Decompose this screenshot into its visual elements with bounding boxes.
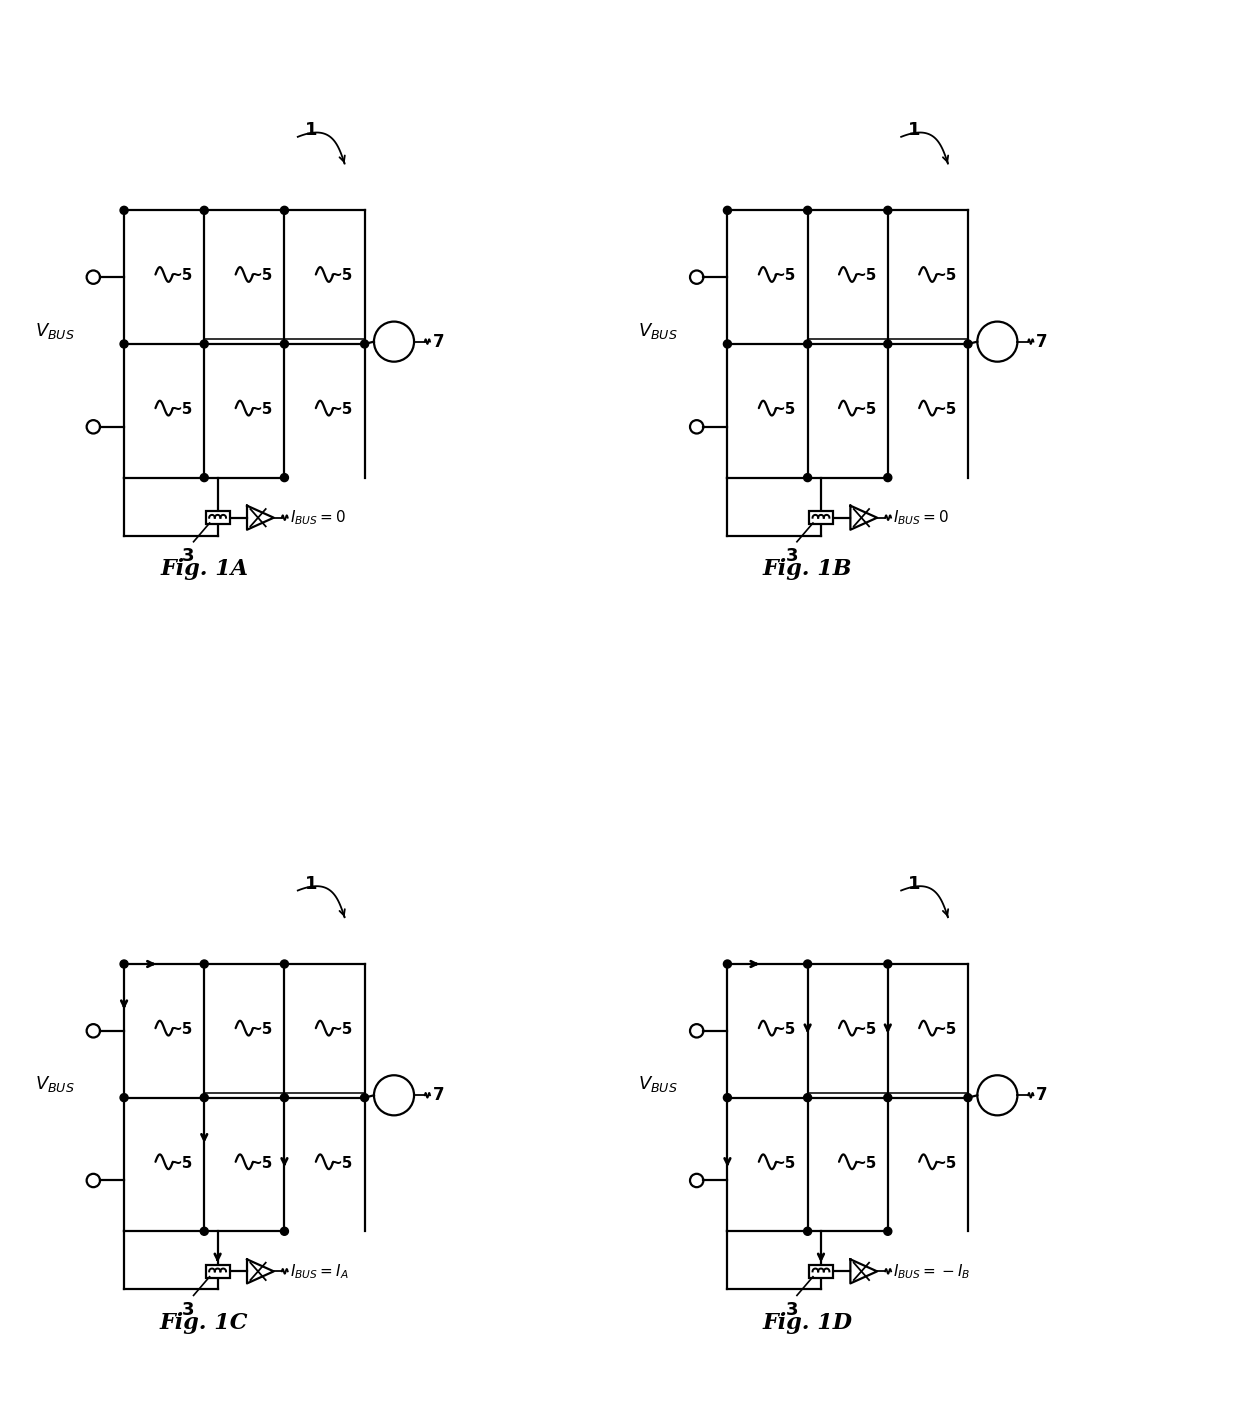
Text: ~5: ~5 [330, 1155, 353, 1171]
Text: ~5: ~5 [330, 401, 353, 417]
Circle shape [200, 1094, 208, 1101]
Circle shape [804, 474, 812, 481]
Text: $V_{BUS}$: $V_{BUS}$ [639, 1074, 678, 1094]
Circle shape [804, 206, 812, 214]
Circle shape [200, 206, 208, 214]
Text: ~5: ~5 [773, 1155, 796, 1171]
Circle shape [884, 474, 892, 481]
Text: Fig. 1B: Fig. 1B [763, 558, 852, 580]
Text: ~5: ~5 [934, 401, 956, 417]
Circle shape [280, 206, 289, 214]
Circle shape [963, 1094, 972, 1101]
Text: Fig. 1A: Fig. 1A [160, 558, 248, 580]
Text: ~5: ~5 [773, 401, 796, 417]
Circle shape [723, 206, 732, 214]
Circle shape [120, 1094, 128, 1101]
Text: ~5: ~5 [853, 268, 877, 283]
Text: ~5: ~5 [330, 268, 353, 283]
Text: ~5: ~5 [249, 401, 273, 417]
Circle shape [280, 340, 289, 348]
Circle shape [200, 960, 208, 968]
Text: 3: 3 [182, 547, 195, 565]
Circle shape [884, 960, 892, 968]
Circle shape [120, 206, 128, 214]
Bar [206, 511, 229, 524]
Text: ~5: ~5 [773, 268, 796, 283]
Circle shape [963, 340, 972, 348]
Bar [808, 1265, 833, 1278]
Text: 7: 7 [1037, 1087, 1048, 1104]
Circle shape [280, 474, 289, 481]
Text: ~5: ~5 [853, 1022, 877, 1037]
Circle shape [361, 1094, 368, 1101]
Text: $I_{BUS}=0$: $I_{BUS}=0$ [290, 508, 346, 527]
Text: 3: 3 [182, 1301, 195, 1319]
Bar [206, 1265, 229, 1278]
Text: ~5: ~5 [934, 1155, 956, 1171]
Circle shape [280, 1094, 289, 1101]
Text: $I_{BUS}=-I_B$: $I_{BUS}=-I_B$ [893, 1262, 971, 1281]
Circle shape [200, 340, 208, 348]
Text: $I_{BUS}=0$: $I_{BUS}=0$ [893, 508, 950, 527]
Text: Fig. 1D: Fig. 1D [763, 1312, 853, 1334]
Circle shape [884, 1227, 892, 1235]
Circle shape [804, 1094, 812, 1101]
Text: 1: 1 [305, 121, 317, 139]
Text: 1: 1 [305, 875, 317, 892]
Circle shape [280, 960, 289, 968]
Circle shape [884, 1094, 892, 1101]
Text: 1: 1 [908, 875, 920, 892]
Text: $V_{BUS}$: $V_{BUS}$ [639, 321, 678, 341]
Text: ~5: ~5 [934, 1022, 956, 1037]
Text: $V_{BUS}$: $V_{BUS}$ [35, 321, 74, 341]
Text: ~5: ~5 [170, 401, 193, 417]
Text: $I_{BUS}=I_A$: $I_{BUS}=I_A$ [290, 1262, 348, 1281]
Text: ~5: ~5 [853, 1155, 877, 1171]
Circle shape [120, 960, 128, 968]
Circle shape [804, 340, 812, 348]
Text: $V_{BUS}$: $V_{BUS}$ [35, 1074, 74, 1094]
Text: ~5: ~5 [330, 1022, 353, 1037]
Bar [808, 511, 833, 524]
Circle shape [723, 1094, 732, 1101]
Text: ~5: ~5 [249, 1022, 273, 1037]
Circle shape [804, 960, 812, 968]
Text: Fig. 1C: Fig. 1C [160, 1312, 248, 1334]
Text: ~5: ~5 [773, 1022, 796, 1037]
Circle shape [884, 340, 892, 348]
Circle shape [361, 340, 368, 348]
Circle shape [280, 1227, 289, 1235]
Circle shape [884, 206, 892, 214]
Text: 3: 3 [785, 1301, 797, 1319]
Circle shape [200, 1227, 208, 1235]
Circle shape [120, 340, 128, 348]
Text: ~5: ~5 [853, 401, 877, 417]
Circle shape [723, 960, 732, 968]
Text: 7: 7 [1037, 333, 1048, 351]
Text: 1: 1 [908, 121, 920, 139]
Text: 7: 7 [433, 333, 444, 351]
Text: 3: 3 [785, 547, 797, 565]
Circle shape [200, 474, 208, 481]
Text: ~5: ~5 [170, 1022, 193, 1037]
Text: 7: 7 [433, 1087, 444, 1104]
Text: ~5: ~5 [934, 268, 956, 283]
Circle shape [723, 340, 732, 348]
Text: ~5: ~5 [249, 268, 273, 283]
Text: ~5: ~5 [249, 1155, 273, 1171]
Circle shape [804, 1227, 812, 1235]
Text: ~5: ~5 [170, 1155, 193, 1171]
Text: ~5: ~5 [170, 268, 193, 283]
